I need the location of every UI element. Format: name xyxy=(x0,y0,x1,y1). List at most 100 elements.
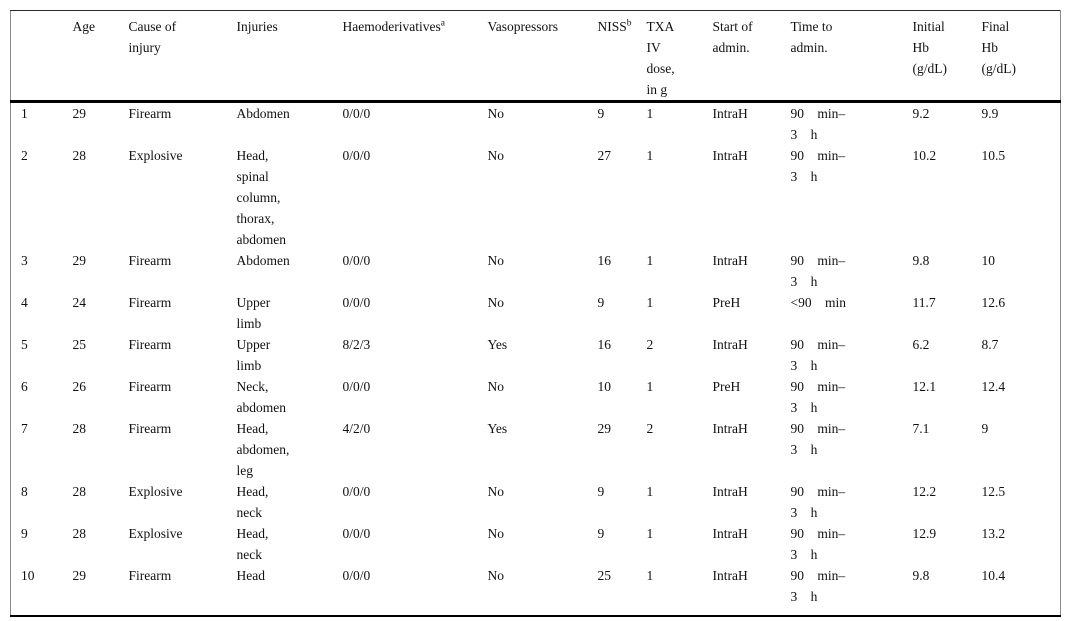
cell-niss: 9 xyxy=(597,106,605,121)
col-header-niss: NISSb xyxy=(598,11,647,102)
col-header-final_hb: Final Hb (g/dL) xyxy=(982,11,1061,102)
col-header-cause: Cause of injury xyxy=(129,11,237,102)
cell-id: 8 xyxy=(21,484,28,499)
cell-injuries: Head, abdomen, leg xyxy=(236,421,290,478)
cell-initial_hb: 12.9 xyxy=(912,526,937,541)
cell-age: 28 xyxy=(72,484,87,499)
cell-txa_dose: 1 xyxy=(646,568,654,583)
col-header-label: Injuries xyxy=(236,19,278,34)
cell-time_admin: 90 min– 3 h xyxy=(790,379,846,415)
table-row: 3 29 Firearm Abdomen 0/0/0 No 16 1 IntraH 90 min–… xyxy=(11,250,1061,292)
cell-id: 10 xyxy=(21,568,35,583)
cell-txa_dose: 1 xyxy=(646,526,654,541)
cell-txa_dose: 2 xyxy=(646,421,654,436)
cell-initial_hb: 6.2 xyxy=(912,337,930,352)
cell-haemoderivatives: 0/0/0 xyxy=(342,484,371,499)
col-header-start_admin: Start of admin. xyxy=(713,11,791,102)
cell-final_hb: 10.4 xyxy=(981,568,1006,583)
cell-niss: 9 xyxy=(597,526,605,541)
cell-vasopressors: No xyxy=(487,526,505,541)
cell-start_admin: IntraH xyxy=(712,337,748,352)
cell-vasopressors: No xyxy=(487,106,505,121)
col-header-label: Age xyxy=(72,19,96,34)
col-header-age: Age xyxy=(73,11,129,102)
col-header-label: Cause of injury xyxy=(128,19,177,55)
cell-age: 24 xyxy=(72,295,87,310)
col-header-vasopressors: Vasopressors xyxy=(488,11,598,102)
col-header-label: Vasopressors xyxy=(487,19,559,34)
cell-vasopressors: No xyxy=(487,253,505,268)
cell-time_admin: 90 min– 3 h xyxy=(790,253,846,289)
cell-final_hb: 12.5 xyxy=(981,484,1006,499)
cell-injuries: Abdomen xyxy=(236,253,290,268)
cell-niss: 25 xyxy=(597,568,612,583)
table-row: 4 24 Firearm Upper limb 0/0/0 No 9 1 PreH <90 min… xyxy=(11,292,1061,334)
cell-cause: Firearm xyxy=(128,337,172,352)
cell-txa_dose: 1 xyxy=(646,295,654,310)
cell-age: 29 xyxy=(72,106,87,121)
cell-age: 29 xyxy=(72,253,87,268)
col-header-label: Final Hb (g/dL) xyxy=(981,19,1017,76)
cell-time_admin: 90 min– 3 h xyxy=(790,337,846,373)
cell-start_admin: IntraH xyxy=(712,421,748,436)
cell-niss: 9 xyxy=(597,484,605,499)
cell-final_hb: 12.4 xyxy=(981,379,1006,394)
cell-haemoderivatives: 0/0/0 xyxy=(342,526,371,541)
cell-start_admin: IntraH xyxy=(712,148,748,163)
col-header-haemoderivatives: Haemoderivativesa xyxy=(343,11,488,102)
cell-age: 28 xyxy=(72,148,87,163)
col-header-txa_dose: TXA IV dose, in g xyxy=(647,11,713,102)
table-row: 1 29 Firearm Abdomen 0/0/0 No 9 1 IntraH 90 min– … xyxy=(11,102,1061,146)
cell-initial_hb: 9.8 xyxy=(912,568,930,583)
col-header-label: TXA IV dose, in g xyxy=(646,19,675,97)
cell-final_hb: 9 xyxy=(981,421,989,436)
table-body: 1 29 Firearm Abdomen 0/0/0 No 9 1 IntraH 90 min– … xyxy=(11,102,1061,617)
cell-age: 28 xyxy=(72,421,87,436)
cell-injuries: Upper limb xyxy=(236,337,271,373)
cell-start_admin: PreH xyxy=(712,379,741,394)
cell-id: 6 xyxy=(21,379,28,394)
cell-initial_hb: 10.2 xyxy=(912,148,937,163)
cell-txa_dose: 1 xyxy=(646,484,654,499)
cell-injuries: Abdomen xyxy=(236,106,290,121)
cell-time_admin: 90 min– 3 h xyxy=(790,484,846,520)
cell-initial_hb: 9.8 xyxy=(912,253,930,268)
table-row: 7 28 Firearm Head, abdomen, leg 4/2/0 Yes 29 2 I… xyxy=(11,418,1061,481)
cell-start_admin: PreH xyxy=(712,295,741,310)
table-row: 10 29 Firearm Head 0/0/0 No 25 1 IntraH 90 min– 3… xyxy=(11,565,1061,616)
cell-txa_dose: 1 xyxy=(646,253,654,268)
cell-id: 2 xyxy=(21,148,28,163)
cell-initial_hb: 11.7 xyxy=(912,295,936,310)
cell-haemoderivatives: 0/0/0 xyxy=(342,253,371,268)
col-header-label: Haemoderivatives xyxy=(342,19,441,34)
table-row: 8 28 Explosive Head, neck 0/0/0 No 9 1 IntraH 90 … xyxy=(11,481,1061,523)
cell-initial_hb: 12.2 xyxy=(912,484,937,499)
cell-time_admin: 90 min– 3 h xyxy=(790,106,846,142)
cell-id: 9 xyxy=(21,526,28,541)
cell-niss: 10 xyxy=(597,379,612,394)
table-header-row: Age Cause of injury Injuries Haemoderivativ… xyxy=(10,11,1061,102)
cell-haemoderivatives: 0/0/0 xyxy=(342,148,371,163)
cell-niss: 9 xyxy=(597,295,605,310)
cell-txa_dose: 1 xyxy=(646,106,654,121)
cell-initial_hb: 7.1 xyxy=(912,421,930,436)
col-header-label: Start of admin. xyxy=(712,19,753,55)
cell-txa_dose: 2 xyxy=(646,337,654,352)
cell-injuries: Head xyxy=(236,568,265,583)
cell-vasopressors: Yes xyxy=(487,421,508,436)
cell-cause: Firearm xyxy=(128,421,172,436)
cell-final_hb: 8.7 xyxy=(981,337,999,352)
cell-cause: Explosive xyxy=(128,148,183,163)
patients-table: Age Cause of injury Injuries Haemoderivativ… xyxy=(10,10,1061,617)
table-row: 9 28 Explosive Head, neck 0/0/0 No 9 1 IntraH 90 … xyxy=(11,523,1061,565)
footnote-marker: b xyxy=(626,18,632,29)
cell-vasopressors: No xyxy=(487,568,505,583)
cell-final_hb: 10.5 xyxy=(981,148,1006,163)
cell-vasopressors: Yes xyxy=(487,337,508,352)
table-row: 2 28 Explosive Head, spinal column, thorax,… xyxy=(11,145,1061,250)
cell-cause: Firearm xyxy=(128,295,172,310)
footnote-marker: a xyxy=(440,18,445,29)
cell-vasopressors: No xyxy=(487,148,505,163)
col-header-label: NISS xyxy=(597,19,627,34)
